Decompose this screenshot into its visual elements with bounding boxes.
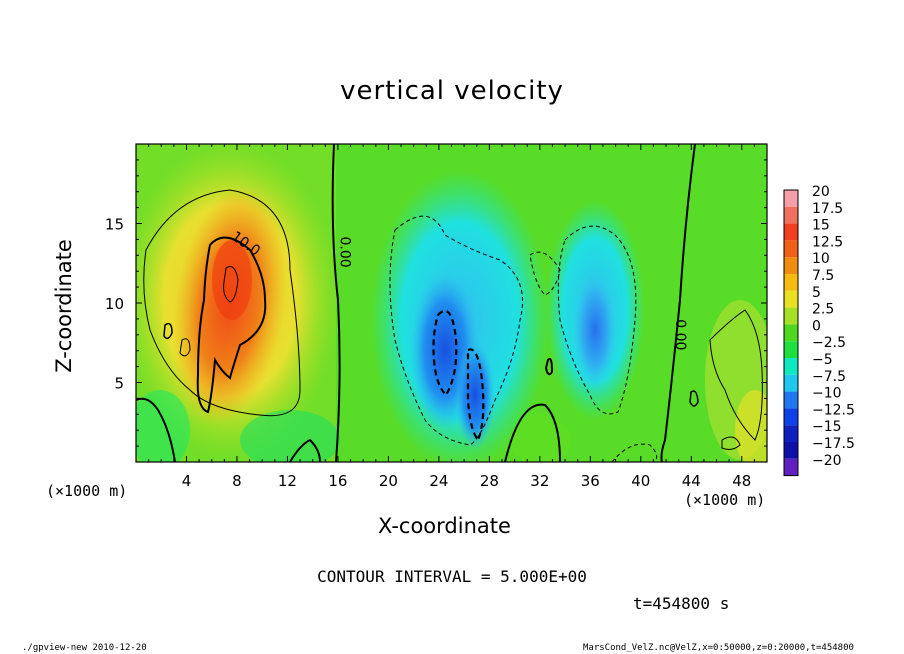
colorbar: 2017.51512.5107.552.50−2.5−5−7.5−10−12.5… (783, 184, 855, 477)
colorbar-swatch (784, 391, 798, 409)
contour-label: 0.00 (336, 237, 352, 268)
colorbar-swatch (784, 374, 798, 392)
colorbar-level-label: −2.5 (812, 335, 846, 351)
colorbar-swatch (784, 425, 798, 442)
x-tick-label: 44 (682, 472, 701, 490)
colorbar-swatch (784, 442, 798, 459)
colorbar-frame (783, 189, 799, 477)
y-tick-label: 5 (114, 375, 124, 393)
colorbar-level-label: 12.5 (812, 234, 843, 250)
footer-left-text: ./gpview-new 2010-12-20 (22, 643, 147, 653)
x-tick-label: 48 (732, 472, 751, 490)
y-tick-label: 10 (105, 295, 124, 313)
colorbar-level-label: −20 (812, 453, 842, 469)
colorbar-level-label: 7.5 (812, 268, 834, 284)
colorbar-level-label: 15 (812, 218, 830, 234)
colorbar-level-label: −5 (812, 352, 833, 368)
colorbar-level-label: 2.5 (812, 302, 834, 318)
x-tick-label: 4 (182, 472, 192, 490)
velocity-field (136, 144, 767, 462)
x-tick-label: 16 (328, 472, 347, 490)
y-axis: 5 10 15 (105, 159, 767, 447)
x-axis-label: X-coordinate (378, 514, 511, 538)
colorbar-level-label: 10 (812, 251, 830, 267)
colorbar-swatch (784, 358, 798, 375)
colorbar-swatch (784, 290, 798, 308)
contour-label: 0.00 (672, 319, 688, 350)
x-tick-label: 8 (232, 472, 242, 490)
colorbar-swatch (784, 458, 798, 476)
contour-interval-text: CONTOUR INTERVAL = 5.000E+00 (317, 567, 587, 586)
colorbar-swatch (784, 274, 798, 291)
time-label: t=454800 s (633, 594, 730, 613)
colorbar-swatch (784, 223, 798, 241)
x-tick-label: 20 (379, 472, 398, 490)
colorbar-swatch (784, 307, 798, 325)
colorbar-level-label: 5 (812, 285, 821, 301)
colorbar-swatch (784, 190, 798, 207)
colorbar-swatch (784, 408, 798, 426)
x-tick-label: 28 (480, 472, 499, 490)
x-tick-label: 36 (581, 472, 600, 490)
colorbar-level-label: −17.5 (812, 436, 855, 452)
colorbar-swatch (784, 240, 798, 258)
colorbar-level-label: 0 (812, 318, 821, 334)
colorbar-level-label: 20 (812, 184, 830, 200)
y-tick-label: 15 (105, 216, 124, 234)
chart-title: vertical velocity (340, 76, 564, 106)
colorbar-level-label: −10 (812, 386, 842, 402)
y-axis-label: Z-coordinate (52, 239, 76, 373)
footer-right-text: MarsCond_VelZ.nc@VelZ,x=0:50000,z=0:2000… (583, 643, 854, 653)
colorbar-level-label: 17.5 (812, 201, 843, 217)
x-tick-label: 40 (631, 472, 650, 490)
colorbar-swatch (784, 206, 798, 224)
colorbar-level-label: −15 (812, 419, 842, 435)
x-axis: 4 8 12 16 20 24 28 32 36 40 44 48 (148, 144, 755, 490)
colorbar-level-label: −12.5 (812, 402, 855, 418)
x-tick-label: 24 (429, 472, 448, 490)
x-tick-label: 32 (530, 472, 549, 490)
contour-lines (136, 144, 763, 462)
x-unit-label-right: (×1000 m) (684, 491, 766, 509)
colorbar-level-label: −7.5 (812, 369, 846, 385)
x-tick-label: 12 (278, 472, 297, 490)
colorbar-swatch (784, 257, 798, 274)
colorbar-swatch (784, 341, 798, 358)
x-unit-label-left: (×1000 m) (46, 482, 128, 500)
colorbar-swatch (784, 324, 798, 342)
